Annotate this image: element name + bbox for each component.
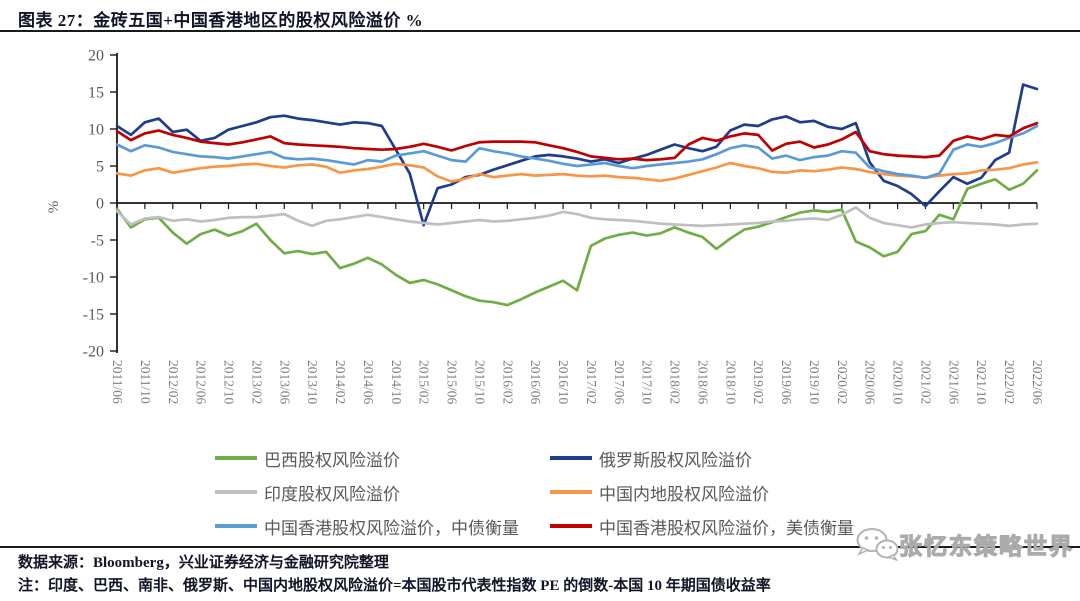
legend-item-3: 中国内地股权风险溢价 <box>550 480 895 505</box>
x-tick-label: 2016/06 <box>528 360 543 405</box>
chart-legend: 巴西股权风险溢价 俄罗斯股权风险溢价印度股权风险溢价 中国内地股权风险溢价中国香港股… <box>215 441 895 543</box>
series-line-3 <box>115 160 1039 183</box>
legend-swatch-1 <box>550 456 592 460</box>
legend-item-2: 印度股权风险溢价 <box>215 480 550 505</box>
series-line-0 <box>115 169 1039 307</box>
x-tick-label: 2020/06 <box>863 360 878 405</box>
y-tick-label: 15 <box>88 85 104 102</box>
legend-swatch-4 <box>215 524 257 528</box>
x-tick-label: 2020/02 <box>835 360 850 404</box>
legend-label-4: 中国香港股权风险溢价，中债衡量 <box>264 518 519 538</box>
x-tick-label: 2019/10 <box>807 360 822 405</box>
x-tick-label: 2022/06 <box>1030 360 1045 405</box>
x-tick-label: 2013/06 <box>277 360 292 405</box>
watermark-text: 张忆东策略世界 <box>898 532 1074 559</box>
y-tick-label: -5 <box>91 233 104 250</box>
x-tick-label: 2022/02 <box>1002 360 1017 404</box>
x-tick-label: 2014/02 <box>333 360 348 404</box>
x-tick-label: 2016/02 <box>500 360 515 404</box>
legend-item-4: 中国香港股权风险溢价，中债衡量 <box>215 514 550 539</box>
legend-label-1: 俄罗斯股权风险溢价 <box>599 450 752 470</box>
legend-item-5: 中国香港股权风险溢价，美债衡量 <box>550 514 895 539</box>
y-tick-label: -15 <box>83 307 104 324</box>
x-tick-label: 2015/10 <box>472 360 487 405</box>
x-tick-label: 2015/02 <box>417 360 432 404</box>
x-tick-label: 2011/06 <box>110 360 125 404</box>
legend-label-3: 中国内地股权风险溢价 <box>599 484 769 504</box>
x-tick-label: 2014/06 <box>361 360 376 405</box>
x-tick-label: 2015/06 <box>445 360 460 405</box>
series-line-1 <box>115 83 1039 227</box>
legend-label-0: 巴西股权风险溢价 <box>264 450 400 470</box>
y-tick-label: 20 <box>88 48 104 65</box>
page-title: 图表 27：金砖五国+中国香港地区的股权风险溢价 % <box>18 11 424 30</box>
series-line-5 <box>115 121 1039 162</box>
x-tick-label: 2021/02 <box>918 360 933 404</box>
legend-label-2: 印度股权风险溢价 <box>264 484 400 504</box>
x-tick-label: 2021/06 <box>946 360 961 405</box>
x-tick-label: 2012/10 <box>222 360 237 405</box>
x-tick-label: 2018/02 <box>668 360 683 404</box>
legend-swatch-3 <box>550 490 592 494</box>
legend-label-5: 中国香港股权风险溢价，美债衡量 <box>599 518 854 538</box>
x-tick-label: 2021/10 <box>974 360 989 405</box>
data-source-text: 数据来源：Bloomberg，兴业证券经济与金融研究院整理 <box>18 555 389 571</box>
x-tick-label: 2011/10 <box>138 360 153 404</box>
title-divider <box>0 30 1080 32</box>
y-tick-label: 5 <box>96 159 104 176</box>
x-tick-label: 2013/10 <box>305 360 320 405</box>
footnote-text: 注：印度、巴西、南非、俄罗斯、中国内地股权风险溢价=本国股市代表性指数 PE 的… <box>18 578 771 594</box>
x-tick-label: 2020/10 <box>891 360 906 405</box>
series-line-2 <box>115 206 1039 229</box>
legend-item-0: 巴西股权风险溢价 <box>215 446 550 471</box>
y-tick-label: 10 <box>88 122 104 139</box>
legend-item-1: 俄罗斯股权风险溢价 <box>550 446 895 471</box>
x-tick-label: 2018/10 <box>723 360 738 405</box>
x-tick-label: 2013/02 <box>249 360 264 404</box>
x-tick-label: 2014/10 <box>389 360 404 405</box>
x-tick-label: 2019/06 <box>779 360 794 405</box>
x-tick-label: 2017/02 <box>584 360 599 404</box>
x-tick-label: 2012/02 <box>166 360 181 404</box>
y-tick-label: -20 <box>83 344 104 361</box>
series-line-4 <box>115 124 1039 180</box>
x-tick-label: 2017/06 <box>612 360 627 405</box>
y-tick-label: -10 <box>83 270 104 287</box>
x-tick-label: 2012/06 <box>194 360 209 405</box>
legend-swatch-5 <box>550 524 592 528</box>
x-tick-label: 2018/06 <box>695 360 710 405</box>
x-tick-label: 2017/10 <box>640 360 655 405</box>
y-tick-label: 0 <box>96 196 104 213</box>
legend-swatch-2 <box>215 490 257 494</box>
x-tick-label: 2016/10 <box>556 360 571 405</box>
watermark: 张忆东策略世界 <box>855 527 1074 561</box>
footer-divider <box>0 546 1080 548</box>
x-tick-label: 2019/02 <box>751 360 766 404</box>
wechat-icon <box>856 528 899 561</box>
y-axis-title: % <box>46 201 62 214</box>
legend-swatch-0 <box>215 456 257 460</box>
